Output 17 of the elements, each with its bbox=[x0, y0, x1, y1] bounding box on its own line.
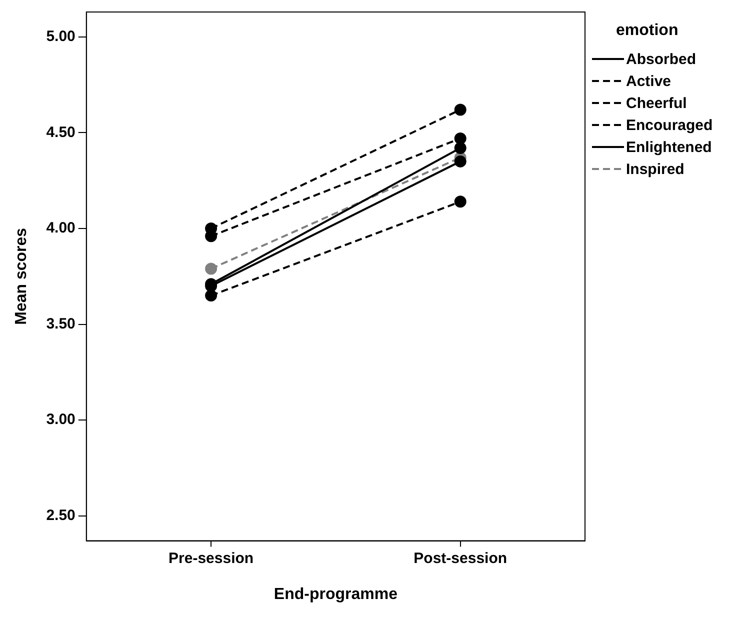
y-tick-label: 2.50 bbox=[46, 507, 76, 524]
y-tick-label: 4.00 bbox=[46, 220, 76, 237]
x-axis-title: End-programme bbox=[274, 586, 398, 603]
legend-label: Absorbed bbox=[626, 50, 696, 68]
y-tick-label: 5.00 bbox=[46, 28, 76, 46]
x-tick-label: Pre-session bbox=[168, 550, 254, 567]
y-tick-label: 3.50 bbox=[46, 315, 76, 332]
legend-label: Active bbox=[626, 72, 672, 90]
y-axis-title: Mean scores bbox=[13, 228, 30, 325]
y-tick-label: 3.00 bbox=[46, 411, 76, 428]
legend-label: Cheerful bbox=[626, 94, 687, 112]
legend-label: Enlightened bbox=[626, 138, 712, 156]
y-tick-label: 4.50 bbox=[46, 124, 76, 141]
legend-label: Encouraged bbox=[626, 116, 713, 134]
legend-title: emotion bbox=[616, 22, 680, 40]
legend-label: Inspired bbox=[626, 160, 684, 178]
x-tick-label: Post-session bbox=[414, 550, 508, 567]
